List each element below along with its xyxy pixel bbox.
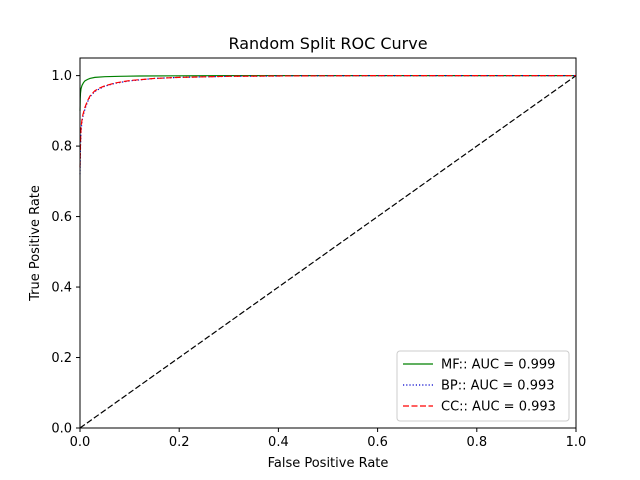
legend-entry: CC:: AUC = 0.993	[441, 400, 556, 415]
legend-entry: BP:: AUC = 0.993	[441, 379, 555, 394]
y-tick-label: 1.0	[51, 69, 72, 84]
legend-box	[396, 350, 570, 422]
series-line-cc	[79, 75, 576, 168]
y-tick-label: 0.8	[51, 140, 72, 155]
plot-area	[79, 57, 577, 429]
x-axis-label: False Positive Rate	[268, 456, 389, 471]
legend-entry: MF:: AUC = 0.999	[441, 358, 555, 373]
x-tick-label: 0.2	[169, 435, 190, 450]
reference-diagonal-line	[79, 75, 577, 429]
chart-title: Random Split ROC Curve	[228, 34, 427, 53]
y-axis-ticks: 0.0 0.2 0.4 0.6 0.8 1.0	[51, 69, 80, 437]
x-tick-label: 0.0	[70, 435, 91, 450]
y-tick-label: 0.6	[51, 210, 72, 225]
y-axis-label: True Positive Rate	[28, 185, 43, 302]
y-tick-label: 0.4	[51, 281, 72, 296]
x-tick-label: 0.8	[466, 435, 487, 450]
x-axis-ticks: 0.0 0.2 0.4 0.6 0.8 1.0	[70, 428, 587, 450]
y-tick-label: 0.2	[51, 351, 72, 366]
x-tick-label: 0.6	[367, 435, 388, 450]
x-tick-label: 1.0	[566, 435, 587, 450]
y-tick-label: 0.0	[51, 422, 72, 437]
x-tick-label: 0.4	[268, 435, 289, 450]
axes-frame	[79, 57, 577, 429]
